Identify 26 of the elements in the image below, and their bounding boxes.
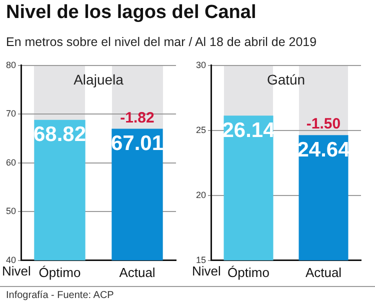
y-tick-label: 30	[196, 60, 206, 70]
y-tick-label: 80	[6, 60, 16, 70]
data-label: 68.82	[33, 123, 86, 146]
chart-subtitle: En metros sobre el nivel del mar / Al 18 de abril de 2019	[6, 35, 317, 49]
data-label: 67.01	[110, 132, 164, 156]
y-tick-label: 60	[6, 157, 16, 168]
annotation: -1.82	[120, 109, 154, 126]
y-tick-label: 40	[6, 254, 16, 265]
x-axis-title: Nivel	[2, 263, 32, 278]
x-tick-label: Actual	[305, 264, 342, 280]
y-tick-label: 25	[196, 124, 206, 135]
text: Infografía - Fuente: ACP	[0, 286, 375, 304]
annotation: Gatún	[266, 71, 306, 88]
chart-title: Nivel de los lagos del Canal	[6, 2, 256, 24]
y-tick-label: 15	[196, 254, 206, 265]
y-tick-label: 50	[6, 206, 16, 216]
x-axis-title: Nivel	[192, 263, 222, 278]
data-label: 24.64	[297, 138, 350, 162]
y-tick-label: 20	[196, 190, 206, 200]
x-tick-label: Óptimo	[228, 264, 270, 280]
annotation: -1.50	[306, 116, 341, 133]
data-label: 26.14	[222, 118, 276, 142]
x-tick-label: Actual	[119, 264, 156, 280]
x-tick-label: Óptimo	[38, 264, 81, 280]
y-tick-label: 70	[6, 108, 16, 119]
annotation: Alajuela	[74, 71, 124, 88]
